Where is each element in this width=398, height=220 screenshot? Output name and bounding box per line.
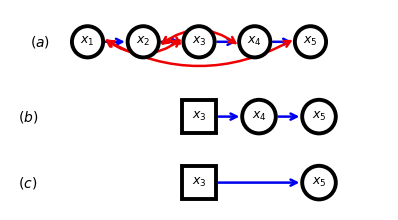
Circle shape [183,26,215,57]
Text: $(a)$: $(a)$ [30,34,50,50]
Text: $(b)$: $(b)$ [18,109,38,125]
Text: $x_3$: $x_3$ [192,110,206,123]
Circle shape [239,26,270,57]
Circle shape [72,26,103,57]
Text: $x_3$: $x_3$ [192,35,206,48]
FancyArrowPatch shape [163,30,235,43]
Text: $x_5$: $x_5$ [303,35,318,48]
Text: $x_5$: $x_5$ [312,176,326,189]
Circle shape [302,100,336,133]
Circle shape [302,166,336,199]
FancyArrowPatch shape [107,41,291,66]
FancyArrowPatch shape [107,40,179,54]
Text: $x_4$: $x_4$ [252,110,266,123]
Bar [182,100,216,133]
Text: $x_4$: $x_4$ [248,35,262,48]
Text: $(c)$: $(c)$ [18,175,38,191]
Text: $x_1$: $x_1$ [80,35,95,48]
Text: $x_2$: $x_2$ [136,35,150,48]
Bar [182,166,216,199]
Circle shape [128,26,159,57]
Circle shape [242,100,276,133]
Text: $x_3$: $x_3$ [192,176,206,189]
Text: $x_5$: $x_5$ [312,110,326,123]
FancyArrowPatch shape [162,37,180,44]
Circle shape [295,26,326,57]
